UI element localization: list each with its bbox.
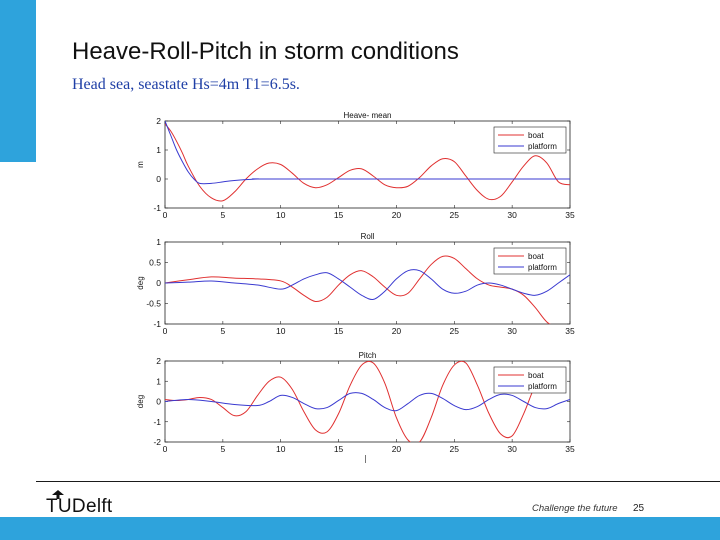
legend-label: boat [528, 371, 544, 380]
x-tick-label: 30 [507, 326, 517, 336]
bottom-bar [0, 517, 720, 540]
x-tick-label: 10 [276, 444, 286, 454]
x-tick-label: 20 [392, 210, 402, 220]
slide-subtitle: Head sea, seastate Hs=4m T1=6.5s. [72, 76, 300, 93]
x-tick-label: 0 [163, 444, 168, 454]
y-tick-label: 2 [156, 116, 161, 126]
legend-box [493, 247, 567, 275]
x-tick-label: 30 [507, 444, 517, 454]
y-tick-label: -1 [153, 203, 161, 213]
tagline: Challenge the future [532, 503, 618, 514]
y-tick-label: 0.5 [149, 258, 161, 268]
legend-label: platform [528, 382, 557, 391]
y-tick-label: 1 [156, 145, 161, 155]
legend-box [493, 126, 567, 154]
x-tick-label: 10 [276, 210, 286, 220]
series-line-platform [165, 121, 570, 185]
x-tick-label: 15 [334, 444, 344, 454]
series-line-boat [165, 361, 548, 442]
y-axis-label: deg [136, 395, 145, 408]
x-tick-label: 5 [220, 444, 225, 454]
y-tick-label: 2 [156, 356, 161, 366]
legend-box [493, 366, 567, 394]
y-tick-label: 0 [156, 174, 161, 184]
series-line-platform [165, 392, 570, 412]
logo-text: TUDelft [46, 496, 113, 517]
x-tick-label: 35 [565, 326, 575, 336]
x-tick-label: 0 [163, 210, 168, 220]
y-tick-label: 1 [156, 376, 161, 386]
text-cursor [365, 455, 366, 463]
page-number: 25 [633, 503, 645, 514]
y-tick-label: -1 [153, 417, 161, 427]
chart-title: Heave- mean [343, 111, 391, 120]
x-tick-label: 10 [276, 326, 286, 336]
chart-title: Pitch [359, 351, 377, 360]
x-tick-label: 20 [392, 326, 402, 336]
tudelft-logo-icon [52, 490, 64, 499]
legend-label: boat [528, 131, 544, 140]
x-tick-label: 15 [334, 326, 344, 336]
series-line-boat [165, 123, 570, 202]
y-tick-label: -1 [153, 319, 161, 329]
x-tick-label: 0 [163, 326, 168, 336]
y-tick-label: 1 [156, 237, 161, 247]
chart-title: Roll [361, 232, 375, 241]
x-tick-label: 5 [220, 326, 225, 336]
x-tick-label: 15 [334, 210, 344, 220]
legend-label: platform [528, 142, 557, 151]
x-tick-label: 25 [450, 444, 460, 454]
x-tick-label: 25 [450, 326, 460, 336]
legend-label: boat [528, 252, 544, 261]
slide-title: Heave-Roll-Pitch in storm conditions [72, 38, 459, 65]
x-tick-label: 5 [220, 210, 225, 220]
series-line-platform [165, 269, 570, 301]
x-tick-label: 30 [507, 210, 517, 220]
y-axis-label: deg [136, 276, 145, 289]
x-tick-label: 35 [565, 210, 575, 220]
y-axis-label: m [136, 161, 145, 168]
x-tick-label: 20 [392, 444, 402, 454]
y-tick-label: 0 [156, 397, 161, 407]
y-tick-label: 0 [156, 278, 161, 288]
accent-block [0, 0, 36, 162]
legend-label: platform [528, 263, 557, 272]
x-tick-label: 25 [450, 210, 460, 220]
footer-rule [36, 481, 720, 482]
y-tick-label: -0.5 [146, 299, 161, 309]
y-tick-label: -2 [153, 437, 161, 447]
x-tick-label: 35 [565, 444, 575, 454]
